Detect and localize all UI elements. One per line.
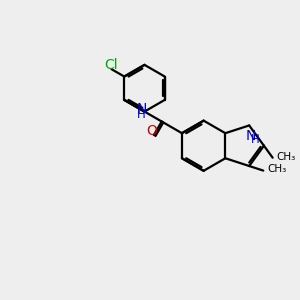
Text: N: N [136, 102, 147, 116]
Text: Cl: Cl [105, 58, 118, 72]
Text: CH₃: CH₃ [267, 164, 286, 174]
Text: CH₃: CH₃ [277, 152, 296, 162]
Text: O: O [146, 124, 157, 137]
Text: N: N [246, 129, 256, 143]
Text: H: H [251, 134, 260, 146]
Text: H: H [137, 109, 146, 122]
